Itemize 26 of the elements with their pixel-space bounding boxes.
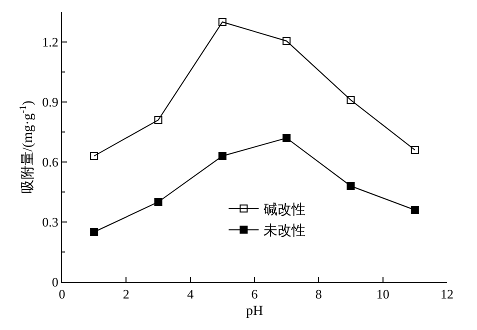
x-tick-label: 10 — [376, 286, 390, 302]
point — [410, 206, 419, 214]
legend-label: 未改性 — [264, 223, 306, 240]
point — [410, 146, 419, 154]
y-tick-label: 0 — [52, 274, 58, 290]
x-axis-title: pH — [246, 304, 264, 319]
point — [218, 152, 226, 160]
point — [154, 116, 162, 124]
y-tick-label: 0.3 — [42, 214, 58, 230]
x-tick-label: 4 — [187, 286, 194, 302]
point — [346, 182, 355, 190]
x-tick-label: 8 — [315, 286, 322, 302]
x-tick-label: 6 — [251, 286, 258, 302]
point — [154, 198, 162, 206]
y-tick-label: 1.2 — [42, 34, 58, 50]
legend-label: 碱改性 — [264, 202, 306, 218]
x-tick-label: 2 — [122, 286, 130, 302]
y-tick-label: 0.9 — [42, 94, 58, 110]
y-tick-label: 0.6 — [42, 154, 59, 170]
point — [282, 134, 291, 142]
point — [218, 18, 226, 26]
point — [346, 96, 355, 104]
point — [282, 37, 291, 45]
x-tick-label: 12 — [440, 286, 454, 302]
point — [90, 152, 98, 160]
point — [90, 228, 98, 236]
